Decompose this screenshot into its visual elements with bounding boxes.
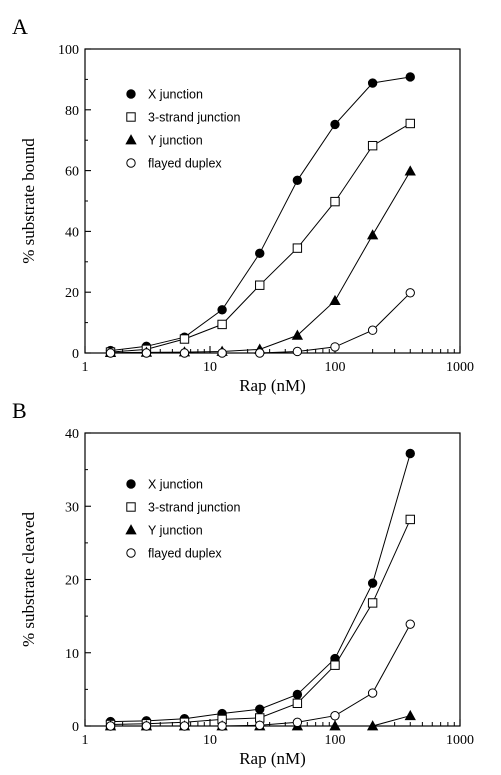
x-tick-label: 1 [82, 733, 89, 748]
legend-marker [126, 89, 136, 99]
data-point [367, 78, 378, 88]
x-axis-label: Rap (nM) [239, 376, 306, 395]
legend-entry: 3-strand junction [148, 111, 240, 125]
series-flayed-duplex [105, 619, 415, 731]
data-point [329, 294, 341, 306]
data-point [105, 348, 116, 358]
y-tick-label: 0 [72, 720, 79, 735]
data-point [330, 342, 340, 352]
y-tick-label: 100 [58, 43, 79, 58]
data-point [405, 72, 415, 82]
x-tick-label: 1 [82, 360, 89, 375]
series-line [110, 170, 411, 354]
x-tick-label: 10 [203, 360, 217, 375]
legend: X junction 3-strand junction Y junction fla… [125, 88, 240, 171]
data-point [255, 248, 265, 258]
y-tick-label: 10 [65, 647, 79, 662]
data-point [405, 514, 415, 525]
data-point [105, 721, 116, 731]
data-point [367, 688, 378, 698]
y-tick-label: 80 [65, 104, 79, 119]
data-point [255, 720, 265, 730]
data-point [330, 119, 340, 130]
x-tick-label: 100 [325, 360, 346, 375]
panel-a: A 0 20 40 60 80 100 1 10 100 1000 Rap (nM) % substra… [12, 14, 474, 395]
plot-frame [84, 48, 461, 354]
data-point [179, 721, 190, 731]
data-point [367, 598, 378, 608]
data-point [217, 319, 227, 330]
data-point [179, 348, 190, 358]
legend-marker [125, 524, 137, 535]
y-tick-label: 30 [65, 500, 79, 515]
data-point [292, 346, 303, 357]
data-point [404, 709, 416, 721]
data-point [367, 578, 378, 588]
series-line [110, 453, 411, 723]
legend-entry: X junction [148, 88, 203, 102]
x-axis-label: Rap (nM) [239, 749, 306, 768]
legend-entry: Y junction [148, 524, 203, 538]
data-point [404, 165, 416, 176]
y-tick-label: 20 [65, 574, 79, 589]
data-point [366, 720, 379, 731]
data-point [255, 280, 265, 290]
legend: X junction 3-strand junction Y junction fla… [125, 478, 240, 561]
legend-entry: flayed duplex [148, 547, 222, 561]
legend-entry: 3-strand junction [148, 501, 240, 515]
data-point [141, 721, 152, 731]
data-point [405, 288, 415, 298]
y-tick-label: 60 [65, 165, 79, 180]
data-point [292, 717, 303, 728]
data-point [292, 175, 303, 186]
data-point [330, 711, 340, 721]
data-point [367, 140, 378, 151]
data-point [405, 619, 415, 629]
legend-marker [126, 548, 136, 558]
data-point [292, 698, 303, 708]
data-point [292, 243, 303, 253]
data-point [217, 721, 227, 731]
data-point [255, 704, 265, 714]
x-tick-label: 10 [203, 733, 217, 748]
y-axis-label: % substrate bound [19, 138, 38, 264]
y-tick-label: 40 [65, 225, 79, 240]
y-tick-label: 20 [65, 286, 79, 301]
legend-entry: flayed duplex [148, 157, 222, 171]
panel-label: A [12, 14, 28, 39]
legend-marker [126, 479, 136, 489]
data-point [329, 720, 341, 731]
panel-b: B 0 10 20 30 40 1 10 100 1000 Rap (nM) % substrate … [12, 398, 474, 768]
y-axis-label: % substrate cleaved [19, 512, 38, 647]
legend-marker [126, 502, 136, 512]
data-point [141, 348, 152, 358]
legend-marker [126, 112, 136, 122]
data-point [255, 348, 265, 358]
x-tick-label: 1000 [446, 733, 474, 748]
y-tick-label: 0 [72, 347, 79, 362]
data-point [179, 334, 190, 344]
data-point [405, 118, 415, 129]
series-flayed-duplex [105, 288, 415, 358]
x-tick-label: 100 [325, 733, 346, 748]
legend-marker [126, 158, 136, 168]
data-point [405, 448, 415, 459]
data-point [217, 348, 227, 358]
data-point [217, 305, 227, 315]
y-tick-label: 40 [65, 427, 79, 442]
data-point [367, 325, 378, 335]
panel-label: B [12, 398, 27, 423]
x-tick-label: 1000 [446, 360, 474, 375]
data-point [292, 689, 303, 700]
data-point [330, 196, 340, 207]
data-point [330, 660, 340, 670]
legend-entry: Y junction [148, 134, 203, 148]
legend-entry: X junction [148, 478, 203, 492]
data-point [366, 229, 379, 240]
legend-marker [125, 134, 137, 145]
data-point [291, 329, 304, 340]
